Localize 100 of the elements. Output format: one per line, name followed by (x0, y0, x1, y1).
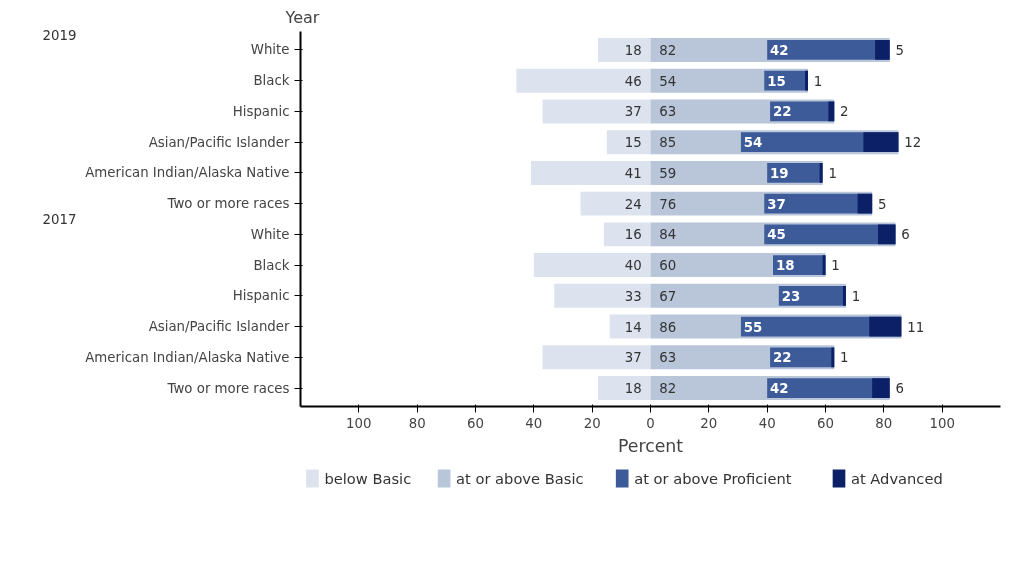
y-tick-label: American Indian/Alaska Native (85, 165, 290, 181)
data-label: 67 (659, 288, 677, 304)
bar (598, 376, 651, 401)
y-tick-label: Black (253, 73, 290, 89)
data-label: 15 (624, 135, 642, 151)
x-tick-label: 40 (758, 415, 776, 431)
data-label: 24 (624, 196, 642, 212)
data-label: 42 (770, 42, 789, 58)
data-label: 37 (624, 350, 642, 366)
y-tick-label: Two or more races (166, 196, 290, 212)
data-label: 86 (659, 319, 677, 335)
data-label: 37 (624, 104, 642, 120)
x-tick-label: 80 (408, 415, 426, 431)
data-label: 33 (624, 288, 642, 304)
data-label: 5 (895, 42, 904, 58)
data-label: 1 (840, 350, 849, 366)
y-tick-label: Hispanic (232, 288, 290, 304)
data-label: 14 (624, 319, 642, 335)
data-label: 12 (904, 135, 922, 151)
x-tick-label: 80 (875, 415, 893, 431)
data-label: 1 (813, 73, 823, 89)
bar (530, 160, 651, 185)
data-label: 82 (659, 42, 677, 58)
data-label: 5 (878, 196, 887, 212)
data-label: 41 (624, 165, 642, 181)
data-label: 46 (624, 73, 642, 89)
bar (542, 345, 651, 370)
data-label: 22 (773, 350, 792, 366)
data-label: 1 (828, 165, 837, 181)
bar (609, 314, 651, 339)
legend-label: at Advanced (850, 470, 943, 487)
text: 2019 (42, 27, 77, 43)
data-label: 59 (659, 165, 677, 181)
data-label: 1 (851, 288, 861, 304)
x-tick-label: 0 (646, 415, 655, 431)
bar (554, 283, 651, 308)
y-tick-label: Hispanic (232, 103, 290, 119)
bar (875, 40, 890, 60)
data-label: 63 (659, 104, 677, 120)
data-label: 6 (895, 381, 904, 397)
data-label: 18 (624, 381, 642, 397)
bar (598, 37, 651, 62)
bar (516, 68, 651, 93)
y-tick-label: White (250, 42, 290, 58)
legend-label: below Basic (324, 470, 412, 487)
x-tick-label: 100 (929, 415, 955, 431)
bar (533, 253, 651, 278)
x-axis-title: Percent (617, 435, 684, 456)
data-label: 18 (624, 42, 642, 58)
bar (603, 222, 651, 247)
data-label: 76 (659, 196, 677, 212)
data-label: 82 (659, 381, 677, 397)
data-label: 85 (659, 135, 677, 151)
data-label: 37 (767, 196, 786, 212)
x-tick-label: 20 (700, 415, 718, 431)
bar (878, 224, 896, 245)
data-label: 18 (775, 258, 795, 274)
bar (819, 163, 823, 183)
bar (805, 70, 808, 91)
y-tick-label: Two or more races (166, 380, 290, 396)
data-label: 55 (743, 319, 763, 335)
y-axis-title: Year (284, 7, 320, 27)
bar (831, 347, 835, 368)
bar (863, 132, 899, 152)
bar (542, 99, 651, 124)
data-label: 54 (743, 135, 763, 151)
bar (828, 101, 835, 122)
x-tick-label: 60 (467, 415, 484, 431)
legend-label: at or above Proficient (634, 470, 792, 487)
data-label: 1 (831, 258, 840, 274)
bar (843, 286, 846, 306)
data-label: 60 (659, 258, 677, 274)
data-label: 16 (624, 227, 642, 243)
data-label: 84 (659, 227, 677, 243)
bar (767, 163, 823, 183)
data-label: 23 (781, 288, 801, 304)
data-label: 11 (907, 319, 925, 335)
y-tick-label: Asian/Pacific Islander (148, 319, 291, 335)
data-label: 54 (659, 73, 677, 89)
data-label: 45 (767, 227, 786, 243)
data-label: 2 (840, 104, 849, 120)
y-tick-label: Black (253, 257, 290, 273)
x-tick-label: 40 (525, 415, 543, 431)
data-label: 63 (659, 350, 677, 366)
bar (822, 255, 826, 275)
bar (857, 193, 873, 214)
x-tick-label: 100 (346, 415, 372, 431)
data-label: 6 (901, 227, 910, 243)
bar (606, 130, 651, 155)
y-tick-label: White (250, 226, 290, 242)
data-label: 40 (624, 258, 642, 274)
bar (872, 378, 890, 398)
data-label: 19 (770, 165, 789, 181)
bar (869, 316, 902, 337)
text: 2017 (42, 212, 77, 227)
y-tick-label: American Indian/Alaska Native (85, 349, 290, 365)
data-label: 15 (767, 73, 786, 89)
x-tick-label: 20 (583, 415, 601, 431)
data-label: 42 (770, 381, 789, 397)
y-tick-label: Asian/Pacific Islander (148, 134, 291, 150)
